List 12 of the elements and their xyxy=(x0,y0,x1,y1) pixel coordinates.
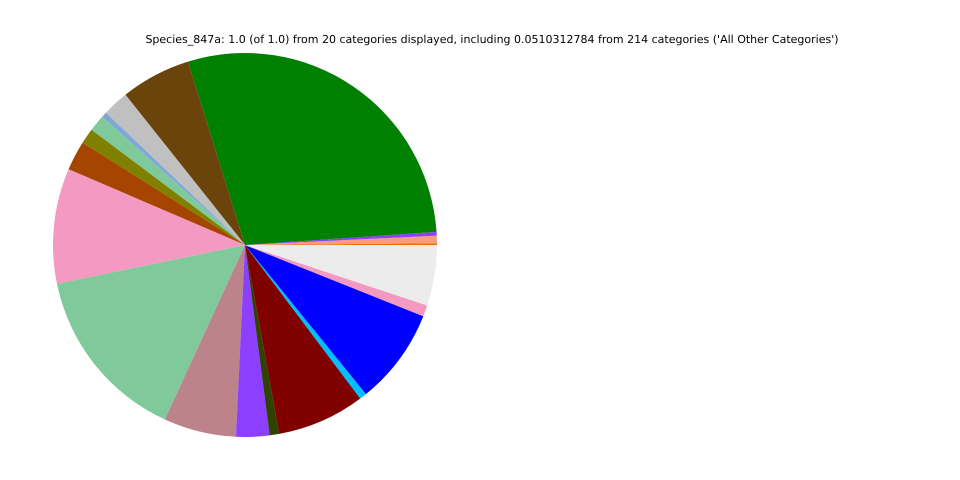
pie-slice xyxy=(245,245,280,436)
pie-slice xyxy=(68,142,245,245)
pie-slice xyxy=(56,245,245,420)
pie-slice xyxy=(245,245,424,394)
pie-slice xyxy=(245,245,360,434)
pie-slice xyxy=(188,53,437,245)
pie-slice xyxy=(125,62,245,245)
text: Species_847a: 1.0 (of 1.0) from 20 categories displayed, including 0.0510312784 from 214 categories ('All Other Categories') xyxy=(144,33,840,46)
pie-slice xyxy=(164,245,245,437)
pie-slice xyxy=(236,245,270,437)
pie-slice xyxy=(245,245,437,306)
pie-slice xyxy=(245,245,366,399)
